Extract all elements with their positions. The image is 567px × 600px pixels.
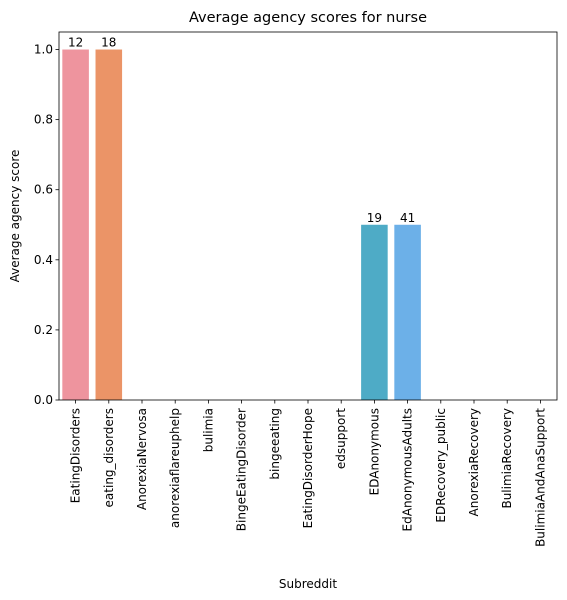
- bar-eating_disorders: [95, 49, 123, 401]
- y-tick-label: 0.6: [34, 183, 53, 197]
- x-tick-label: eating_disorders: [102, 408, 116, 507]
- bar-label-EDAnonymous: 19: [367, 211, 382, 225]
- bar-EatingDisorders: [62, 49, 89, 401]
- chart-title: Average agency scores for nurse: [189, 10, 427, 26]
- x-tick-label: bingeeating: [268, 408, 282, 480]
- bar-EdAnonymousAdults: [394, 224, 421, 400]
- x-tick-label: AnorexiaNervosa: [135, 408, 149, 510]
- y-tick-label: 0.8: [34, 113, 53, 127]
- bars-group: [62, 49, 421, 401]
- y-axis-title: Average agency score: [8, 150, 22, 283]
- x-tick-label: BulimiaRecovery: [500, 408, 514, 509]
- x-tick-label: EatingDisorderHope: [301, 408, 315, 528]
- x-tick-label: EatingDisorders: [69, 408, 83, 503]
- plot-frame: [58, 31, 558, 401]
- bar-label-EatingDisorders: 12: [68, 36, 83, 50]
- y-tick-label: 1.0: [34, 43, 53, 57]
- y-tick-label: 0.2: [34, 323, 53, 337]
- x-tick-label: BingeEatingDisorder: [235, 408, 249, 531]
- x-tick-label: AnorexiaRecovery: [467, 408, 481, 516]
- x-tick-label: anorexiaflareuphelp: [168, 408, 182, 528]
- x-tick-label: EdAnonymousAdults: [401, 408, 415, 531]
- x-tick-label: BulimiaAndAnaSupport: [533, 408, 547, 547]
- x-axis: EatingDisorders eating_disorders AnorexiaN…: [69, 400, 547, 547]
- y-tick-label: 0.4: [34, 253, 53, 267]
- x-axis-title: Subreddit: [279, 577, 337, 591]
- bar-label-EdAnonymousAdults: 41: [400, 211, 415, 225]
- bar-label-eating_disorders: 18: [101, 36, 116, 50]
- x-tick-label: EDAnonymous: [367, 408, 381, 495]
- y-tick-label: 0.0: [34, 393, 53, 407]
- bar-EDAnonymous: [361, 224, 388, 400]
- bar-labels-group: 12 18 19 41: [68, 36, 415, 225]
- y-axis: 0.0 0.2 0.4 0.6 0.8 1.0: [34, 43, 59, 407]
- x-tick-label: edsupport: [334, 408, 348, 469]
- x-tick-label: EDRecovery_public: [434, 408, 448, 523]
- x-tick-label: bulimia: [201, 408, 215, 452]
